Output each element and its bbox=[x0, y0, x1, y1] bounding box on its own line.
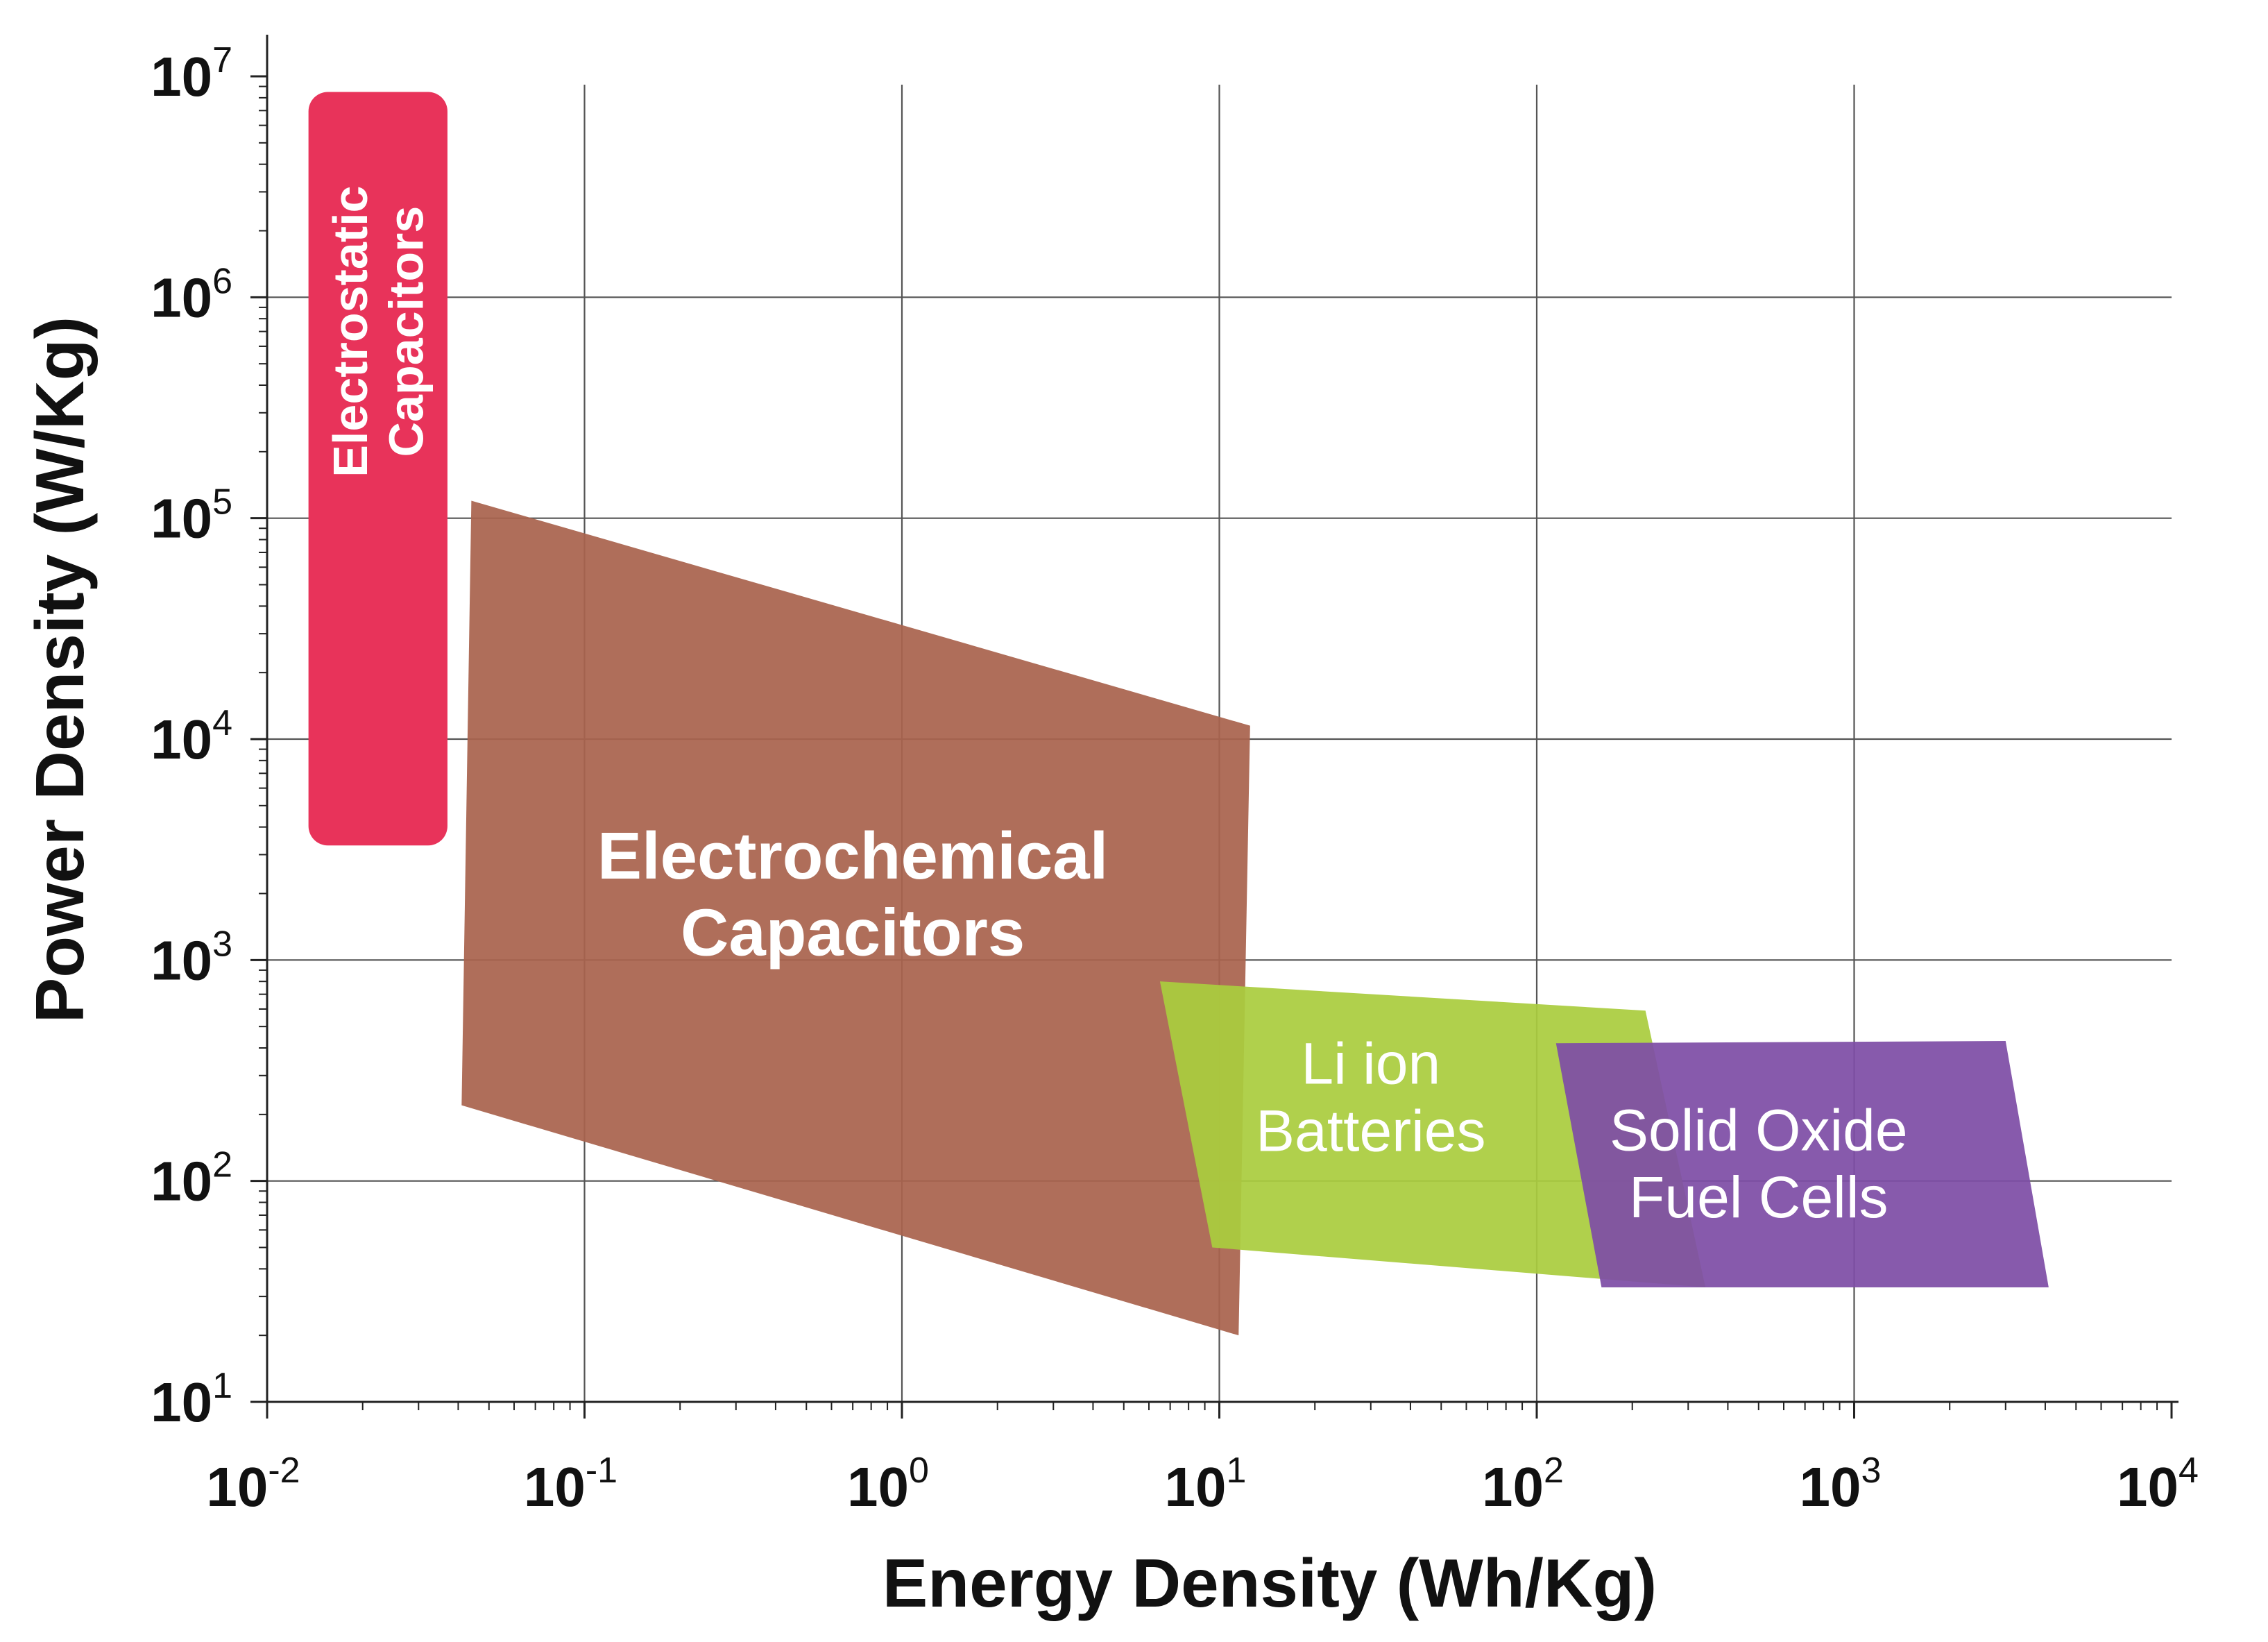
y-tick-label: 103 bbox=[151, 924, 232, 991]
axes: 10-2 10-1 100 101 102 103 104 101 102 103 104 105 10… bbox=[151, 35, 2199, 1518]
labels: Electrostatic CapacitorsElectrochemicalCa… bbox=[323, 186, 1908, 1230]
x-tick-label: 101 bbox=[1165, 1450, 1247, 1518]
regions bbox=[308, 92, 2049, 1336]
x-tick-label: 104 bbox=[2117, 1450, 2199, 1518]
region-label-line: Solid Oxide bbox=[1610, 1098, 1908, 1163]
x-tick-label: 100 bbox=[847, 1450, 929, 1518]
region-label-line: Electrostatic bbox=[323, 186, 377, 477]
region-label-line: Li ion bbox=[1301, 1031, 1440, 1097]
x-tick-label: 10-1 bbox=[524, 1450, 617, 1518]
x-axis-title: Energy Density (Wh/Kg) bbox=[883, 1545, 1657, 1621]
region-electrostatic-capacitors bbox=[308, 92, 447, 846]
y-tick-label: 102 bbox=[151, 1145, 232, 1212]
y-tick-label: 105 bbox=[151, 482, 232, 550]
x-tick-label: 103 bbox=[1800, 1450, 1882, 1518]
x-tick-label: 102 bbox=[1482, 1450, 1564, 1518]
y-tick-label: 101 bbox=[151, 1366, 232, 1433]
region-label-line: Electrochemical bbox=[597, 819, 1108, 893]
y-axis-title: Power Density (W/Kg) bbox=[22, 316, 98, 1023]
region-label-line: Batteries bbox=[1256, 1098, 1486, 1163]
region-label-line: Fuel Cells bbox=[1629, 1165, 1888, 1230]
y-tick-label: 104 bbox=[151, 703, 232, 770]
region-label-line: Capacitors bbox=[380, 206, 434, 457]
y-tick-label: 107 bbox=[151, 40, 232, 108]
region-solid-oxide-fuel-cells bbox=[1555, 1041, 2049, 1287]
region-label-line: Capacitors bbox=[681, 895, 1025, 970]
label-electrostatic-capacitors: Electrostatic Capacitors bbox=[323, 186, 434, 477]
region-electrochemical-capacitors bbox=[461, 500, 1250, 1336]
y-tick-label: 106 bbox=[151, 261, 232, 328]
x-tick-label: 10-2 bbox=[206, 1450, 300, 1518]
